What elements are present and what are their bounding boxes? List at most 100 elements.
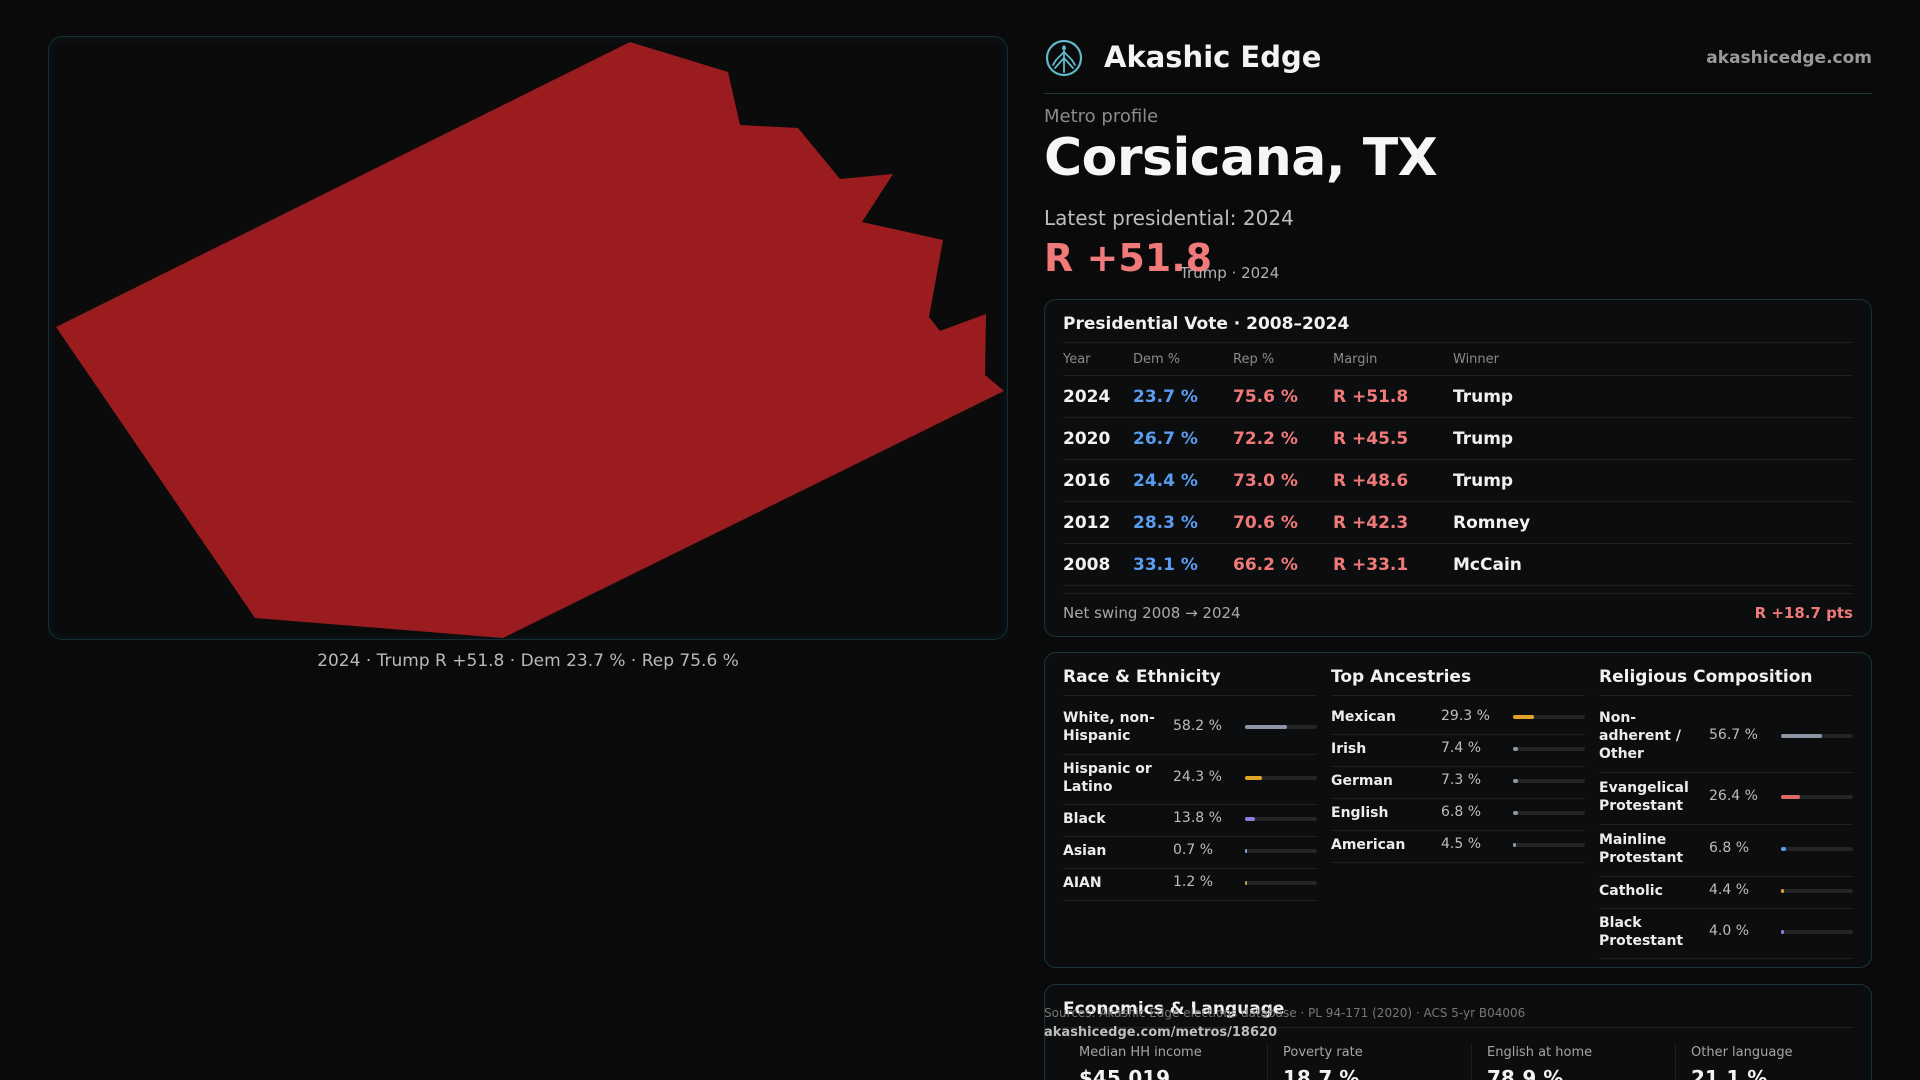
metro-profile-column: Akashic Edge akashicedge.com Metro profi… — [1044, 0, 1872, 1080]
econ-value: 18.7 % — [1283, 1066, 1360, 1080]
percent-bar-fill — [1245, 725, 1287, 729]
cell-rep: 70.6 % — [1233, 513, 1298, 533]
percent-bar — [1513, 843, 1585, 847]
list-item: English 6.8 % — [1331, 799, 1585, 831]
cell-rep: 72.2 % — [1233, 429, 1298, 449]
cell-margin: R +45.5 — [1333, 429, 1409, 449]
religion-title: Religious Composition — [1599, 667, 1813, 687]
cell-winner: McCain — [1453, 555, 1522, 575]
item-label: Evangelical Protestant — [1599, 780, 1689, 814]
county-map — [56, 42, 1004, 638]
cell-year: 2024 — [1063, 387, 1111, 407]
econ-label: English at home — [1487, 1045, 1593, 1060]
cell-rep: 66.2 % — [1233, 555, 1298, 575]
header-winner: Winner — [1453, 352, 1500, 367]
econ-english-at-home: English at home 78.9 % — [1487, 1045, 1592, 1080]
percent-bar — [1513, 747, 1585, 751]
table-row: 2016 24.4 % 73.0 % R +48.6 Trump — [1063, 460, 1853, 502]
cell-year: 2008 — [1063, 555, 1111, 575]
percent-bar-fill — [1513, 779, 1519, 783]
percent-bar — [1245, 881, 1317, 885]
item-label: Black Protestant — [1599, 915, 1684, 949]
item-percent: 6.8 % — [1441, 804, 1482, 820]
table-row: 2012 28.3 % 70.6 % R +42.3 Romney — [1063, 502, 1853, 544]
table-row: 2008 33.1 % 66.2 % R +33.1 McCain — [1063, 544, 1853, 586]
list-item: Irish 7.4 % — [1331, 735, 1585, 767]
economics-card: Economics & Language Median HH income $4… — [1044, 984, 1872, 1080]
percent-bar-fill — [1781, 795, 1800, 799]
item-percent: 24.3 % — [1173, 769, 1222, 785]
percent-bar — [1245, 817, 1317, 821]
item-label: Black — [1063, 811, 1106, 827]
cell-rep: 73.0 % — [1233, 471, 1298, 491]
percent-bar — [1245, 776, 1317, 780]
brand-header: Akashic Edge akashicedge.com — [1044, 38, 1872, 94]
econ-label: Poverty rate — [1283, 1045, 1363, 1060]
county-map-panel — [48, 36, 1008, 640]
cell-dem: 26.7 % — [1133, 429, 1198, 449]
list-item: Catholic 4.4 % — [1599, 877, 1853, 909]
metro-permalink[interactable]: akashicedge.com/metros/18620 — [1044, 1025, 1278, 1040]
item-percent: 56.7 % — [1709, 727, 1758, 743]
vote-table-header: Year Dem % Rep % Margin Winner — [1063, 342, 1853, 376]
item-percent: 1.2 % — [1173, 874, 1214, 890]
header-margin: Margin — [1333, 352, 1378, 367]
percent-bar-fill — [1781, 889, 1785, 893]
item-label: English — [1331, 805, 1389, 821]
item-percent: 26.4 % — [1709, 788, 1758, 804]
cell-dem: 33.1 % — [1133, 555, 1198, 575]
list-item: Mainline Protestant 6.8 % — [1599, 825, 1853, 877]
cell-winner: Trump — [1453, 471, 1514, 491]
cell-winner: Romney — [1453, 513, 1531, 533]
race-title: Race & Ethnicity — [1063, 667, 1221, 687]
ancestry-title: Top Ancestries — [1331, 667, 1472, 687]
percent-bar-fill — [1513, 747, 1519, 751]
tree-globe-icon — [1045, 39, 1083, 77]
list-item: American 4.5 % — [1331, 831, 1585, 863]
percent-bar-fill — [1245, 817, 1255, 821]
list-item: Black Protestant 4.0 % — [1599, 909, 1853, 959]
county-shape[interactable] — [56, 42, 1004, 638]
percent-bar-fill — [1513, 843, 1517, 847]
item-label: Catholic — [1599, 883, 1663, 899]
cell-margin: R +33.1 — [1333, 555, 1409, 575]
percent-bar — [1781, 889, 1853, 893]
econ-value: $45,019 — [1079, 1066, 1171, 1080]
item-label: Mexican — [1331, 709, 1396, 725]
item-label: American — [1331, 837, 1406, 853]
cell-margin: R +42.3 — [1333, 513, 1409, 533]
economics-title: Economics & Language — [1063, 999, 1285, 1019]
table-row: 2024 23.7 % 75.6 % R +51.8 Trump — [1063, 376, 1853, 418]
item-label: White, non-Hispanic — [1063, 710, 1155, 744]
cell-dem: 24.4 % — [1133, 471, 1198, 491]
list-item: Mexican 29.3 % — [1331, 703, 1585, 735]
percent-bar — [1245, 849, 1317, 853]
item-label: Asian — [1063, 843, 1107, 859]
item-percent: 7.4 % — [1441, 740, 1482, 756]
percent-bar — [1513, 779, 1585, 783]
econ-value: 21.1 % — [1691, 1066, 1768, 1080]
presidential-vote-card: Presidential Vote · 2008–2024 Year Dem %… — [1044, 299, 1872, 637]
percent-bar-fill — [1781, 847, 1786, 851]
list-item: Evangelical Protestant 26.4 % — [1599, 773, 1853, 825]
econ-value: 78.9 % — [1487, 1066, 1564, 1080]
map-caption: 2024 · Trump R +51.8 · Dem 23.7 % · Rep … — [317, 651, 739, 671]
item-label: Irish — [1331, 741, 1367, 757]
list-item: AIAN 1.2 % — [1063, 869, 1317, 901]
econ-other-language: Other language 21.1 % — [1691, 1045, 1793, 1080]
demographics-card: Race & Ethnicity White, non-Hispanic 58.2… — [1044, 652, 1872, 968]
percent-bar — [1513, 811, 1585, 815]
item-percent: 0.7 % — [1173, 842, 1214, 858]
latest-presidential-label: Latest presidential: 2024 — [1044, 206, 1294, 230]
header-year: Year — [1063, 352, 1091, 367]
latest-margin: R +51.8 — [1044, 236, 1213, 280]
percent-bar — [1781, 930, 1853, 934]
list-item: Hispanic or Latino 24.3 % — [1063, 755, 1317, 805]
cell-margin: R +51.8 — [1333, 387, 1409, 407]
net-swing-row: Net swing 2008 → 2024 R +18.7 pts — [1063, 593, 1853, 629]
list-item: Asian 0.7 % — [1063, 837, 1317, 869]
percent-bar — [1781, 795, 1853, 799]
table-row: 2020 26.7 % 72.2 % R +45.5 Trump — [1063, 418, 1853, 460]
list-item: Black 13.8 % — [1063, 805, 1317, 837]
brand-link[interactable]: akashicedge.com — [1706, 48, 1872, 68]
